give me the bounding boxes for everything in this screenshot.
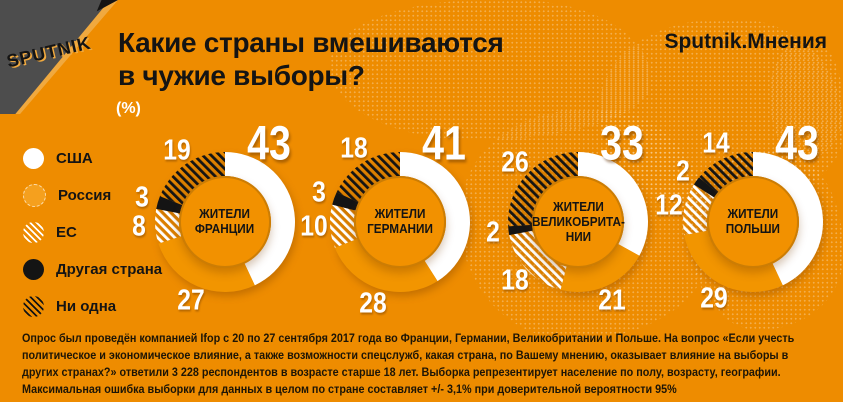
donut-segment-Россия: [334, 238, 438, 292]
donut-center-title: ЖИТЕЛИ ВЕЛИКОБРИТА- НИИ: [531, 199, 625, 244]
percent-unit-label: (%): [116, 100, 141, 117]
legend-label: Другая страна: [56, 261, 163, 278]
donut-ring: [330, 152, 470, 292]
swatch-eu-icon: [23, 222, 44, 243]
segment-value-label-США: 43: [775, 117, 819, 171]
donut-segment-ЕС: [509, 230, 567, 290]
donut-segment-Ни одна: [336, 152, 400, 203]
donut-segment-США: [225, 152, 295, 286]
donut-center-title: ЖИТЕЛИ ФРАНЦИИ: [195, 207, 255, 236]
segment-value-label-Другая страна: 3: [135, 181, 150, 214]
donut-chart-uk: ЖИТЕЛИ ВЕЛИКОБРИТА- НИИ 33 21 18 2 26: [485, 118, 668, 322]
donut-center: ЖИТЕЛИ ВЕЛИКОБРИТА- НИИ: [532, 176, 624, 268]
segment-value-label-ЕС: 12: [654, 189, 683, 222]
swatch-usa-icon: [23, 148, 44, 169]
donut-segment-США: [400, 152, 470, 282]
donut-segment-Ни одна: [508, 152, 578, 227]
segment-value-label-Ни одна: 26: [501, 146, 530, 179]
segment-value-label-Ни одна: 14: [702, 127, 731, 160]
legend-label: США: [56, 150, 93, 167]
segment-value-label-Другая страна: 2: [485, 216, 500, 249]
segment-value-label-ЕС: 18: [501, 264, 530, 297]
donut-chart-germany: ЖИТЕЛИ ГЕРМАНИИ 41 28 10 3 18: [300, 118, 490, 322]
segment-value-label-Россия: 27: [177, 284, 205, 317]
legend-item-other-country: Другая страна: [23, 251, 162, 288]
segment-value-label-ЕС: 10: [300, 210, 328, 243]
swatch-russia-icon: [23, 184, 46, 207]
segment-value-label-Россия: 28: [359, 287, 388, 320]
legend-item-usa: США: [23, 140, 162, 177]
segment-value-label-Россия: 29: [700, 282, 728, 315]
donut-chart-poland: ЖИТЕЛИ ПОЛЬШИ 43 29 12 2 14: [655, 118, 843, 322]
donut-segment-ЕС: [683, 184, 715, 236]
legend-item-russia: Россия: [23, 177, 162, 214]
legend-label: Ни одна: [56, 298, 117, 315]
donut-segment-Другая страна: [508, 224, 533, 236]
donut-center: ЖИТЕЛИ ГЕРМАНИИ: [354, 176, 446, 268]
page-title: Какие страны вмешиваются в чужие выборы?: [118, 26, 504, 92]
donut-ring: [508, 152, 648, 292]
donut-segment-Ни одна: [159, 152, 225, 206]
segment-value-label-Другая страна: 2: [676, 155, 691, 187]
donut-segment-США: [578, 152, 648, 256]
donut-segment-Другая страна: [693, 177, 718, 198]
segment-value-label-США: 33: [600, 117, 644, 171]
segment-value-label-Россия: 21: [598, 284, 626, 317]
donut-ring: [155, 152, 295, 292]
segment-value-label-США: 43: [247, 117, 291, 171]
legend-label: ЕС: [56, 224, 77, 241]
donut-center-title: ЖИТЕЛИ ПОЛЬШИ: [725, 207, 781, 236]
swatch-other-country-icon: [23, 259, 44, 280]
donut-center: ЖИТЕЛИ ПОЛЬШИ: [707, 176, 799, 268]
donut-segment-США: [753, 152, 823, 286]
donut-center: ЖИТЕЛИ ФРАНЦИИ: [179, 176, 271, 268]
methodology-note: Опрос был проведён компанией Ifop с 20 п…: [22, 331, 795, 397]
donut-segment-Другая страна: [156, 196, 183, 214]
donut-segment-Ни одна: [699, 152, 753, 193]
donut-center-title: ЖИТЕЛИ ГЕРМАНИИ: [367, 207, 433, 236]
legend-label: Россия: [58, 187, 112, 204]
swatch-none-icon: [23, 296, 44, 317]
segment-value-label-ЕС: 8: [132, 210, 147, 243]
donut-segment-ЕС: [330, 204, 358, 248]
donut-segment-Россия: [684, 230, 783, 293]
segment-value-label-Другая страна: 3: [312, 176, 326, 209]
logo-black-tip: [96, 0, 118, 12]
donut-segment-ЕС: [155, 208, 182, 244]
legend-item-eu: ЕС: [23, 214, 162, 251]
legend-item-none: Ни одна: [23, 288, 162, 325]
donut-chart-france: ЖИТЕЛИ ФРАНЦИИ 43 27 8 3 19: [132, 118, 315, 322]
segment-value-label-Ни одна: 18: [340, 132, 368, 165]
masthead-label: Sputnik.Мнения: [664, 30, 827, 53]
legend: США Россия ЕС Другая страна Ни одна: [23, 140, 162, 325]
donut-ring: [683, 152, 823, 293]
title-line-2: в чужие выборы?: [118, 60, 365, 92]
sputnik-logo: SPUTNIK: [0, 0, 118, 114]
donut-segment-Россия: [560, 244, 640, 292]
donut-segment-Россия: [158, 236, 255, 292]
segment-value-label-США: 41: [422, 117, 466, 171]
donut-segment-Другая страна: [332, 192, 359, 211]
title-line-1: Какие страны вмешиваются: [118, 27, 504, 58]
segment-value-label-Ни одна: 19: [162, 134, 191, 167]
